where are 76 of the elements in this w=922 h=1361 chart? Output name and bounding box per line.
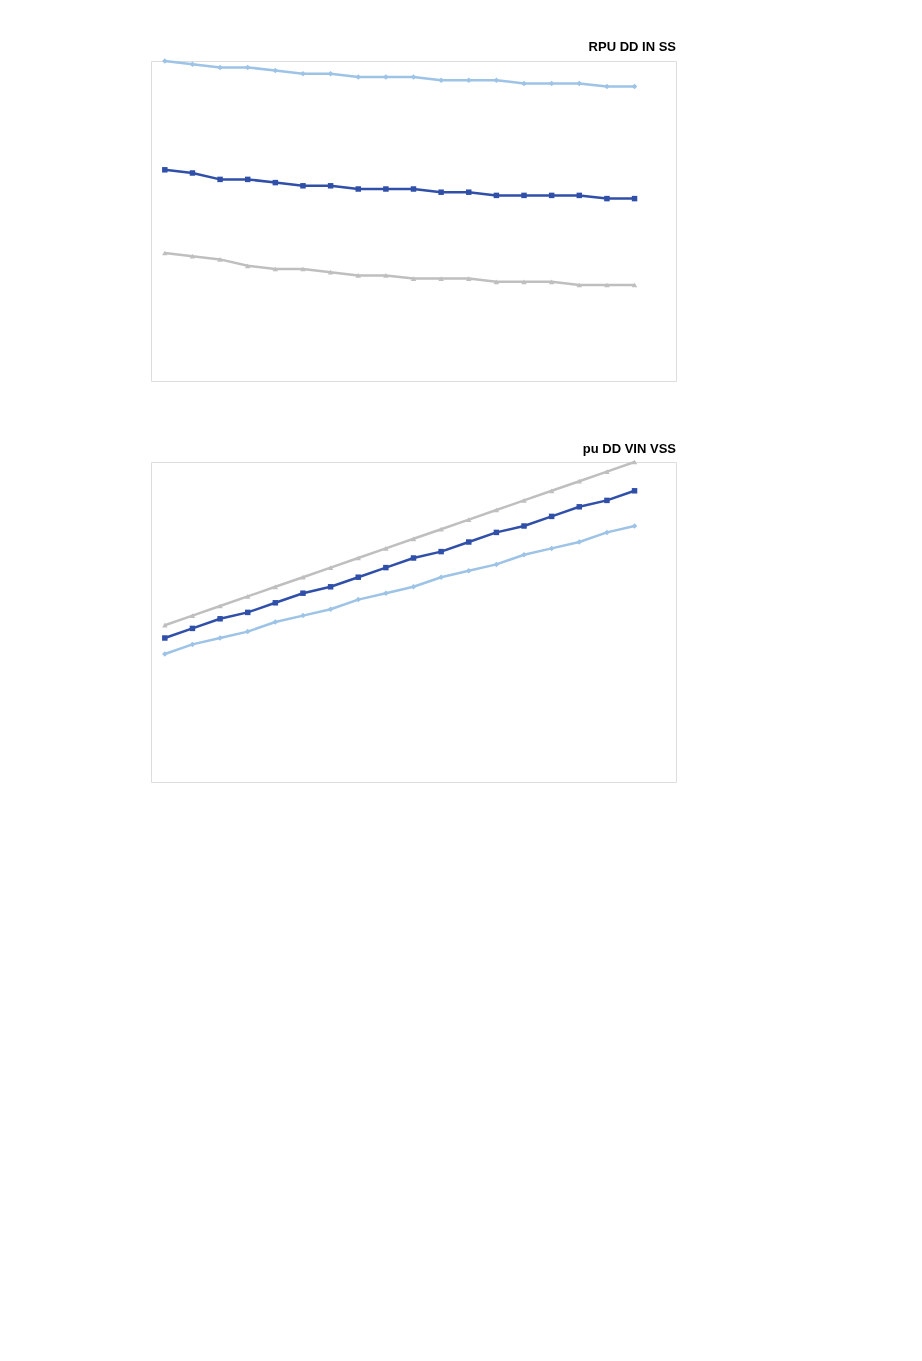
point (548, 545, 555, 552)
point (438, 189, 444, 195)
point (410, 186, 417, 192)
point (217, 176, 223, 183)
point (327, 606, 334, 612)
point (327, 183, 334, 189)
point (631, 459, 638, 465)
point (300, 183, 306, 189)
point (438, 574, 444, 580)
point (300, 590, 306, 596)
point (466, 189, 472, 195)
point (604, 195, 610, 202)
point (189, 61, 196, 67)
point (162, 635, 168, 641)
point (383, 273, 389, 278)
point (217, 64, 223, 71)
point (466, 568, 472, 574)
point (521, 498, 527, 503)
point (162, 167, 168, 173)
point (493, 77, 500, 83)
point (466, 77, 472, 83)
point (327, 565, 334, 570)
point (548, 488, 555, 494)
point (410, 536, 417, 542)
point (576, 504, 583, 510)
point (576, 478, 583, 484)
point (272, 600, 279, 606)
point (466, 276, 472, 281)
point (548, 279, 555, 285)
point (466, 539, 472, 545)
point (438, 276, 444, 281)
point (383, 186, 389, 192)
point (521, 279, 527, 285)
point (189, 613, 196, 618)
point (217, 257, 223, 262)
point (300, 612, 306, 619)
point (521, 192, 527, 199)
point (631, 488, 638, 494)
point (355, 574, 361, 580)
point (383, 564, 389, 571)
point (327, 269, 334, 275)
point (410, 555, 417, 561)
point (244, 594, 251, 599)
point (576, 539, 583, 545)
point (217, 616, 223, 622)
point (244, 628, 251, 635)
point (272, 619, 279, 625)
point (438, 77, 444, 83)
point (521, 523, 527, 529)
point (355, 596, 361, 603)
point (576, 80, 583, 87)
point (162, 622, 168, 628)
point (493, 279, 500, 285)
point (466, 517, 472, 522)
point (631, 282, 638, 288)
point (438, 526, 444, 532)
point (300, 574, 306, 580)
point (521, 80, 527, 87)
point (604, 469, 610, 474)
point (631, 523, 638, 529)
chart-title: pu DD VIN VSS (582, 440, 677, 456)
point (383, 546, 389, 551)
point (355, 186, 361, 192)
point (327, 584, 334, 590)
point (604, 83, 610, 90)
point (410, 276, 417, 281)
point (383, 590, 389, 596)
point (189, 170, 196, 176)
point (438, 548, 444, 555)
point (189, 253, 196, 259)
chart-title: RPU DD IN SS (588, 39, 677, 55)
point (272, 584, 279, 590)
point (604, 497, 610, 504)
point (355, 273, 361, 278)
point (604, 529, 610, 536)
point (410, 584, 417, 590)
